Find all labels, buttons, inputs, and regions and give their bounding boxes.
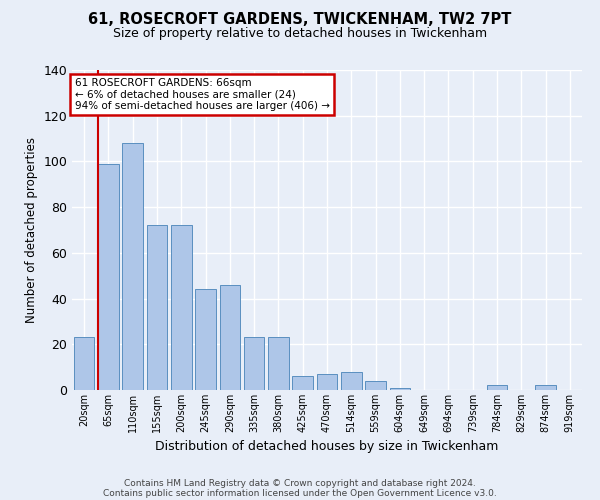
Bar <box>292 376 313 390</box>
Bar <box>365 381 386 390</box>
Text: Contains HM Land Registry data © Crown copyright and database right 2024.: Contains HM Land Registry data © Crown c… <box>124 478 476 488</box>
Text: Size of property relative to detached houses in Twickenham: Size of property relative to detached ho… <box>113 28 487 40</box>
X-axis label: Distribution of detached houses by size in Twickenham: Distribution of detached houses by size … <box>155 440 499 454</box>
Bar <box>74 338 94 390</box>
Bar <box>195 290 216 390</box>
Bar <box>146 226 167 390</box>
Y-axis label: Number of detached properties: Number of detached properties <box>25 137 38 323</box>
Bar <box>122 143 143 390</box>
Text: 61, ROSECROFT GARDENS, TWICKENHAM, TW2 7PT: 61, ROSECROFT GARDENS, TWICKENHAM, TW2 7… <box>88 12 512 28</box>
Text: 61 ROSECROFT GARDENS: 66sqm
← 6% of detached houses are smaller (24)
94% of semi: 61 ROSECROFT GARDENS: 66sqm ← 6% of deta… <box>74 78 329 111</box>
Bar <box>268 338 289 390</box>
Bar <box>244 338 265 390</box>
Bar <box>220 285 240 390</box>
Bar <box>171 226 191 390</box>
Bar <box>98 164 119 390</box>
Bar <box>341 372 362 390</box>
Bar <box>487 386 508 390</box>
Bar <box>389 388 410 390</box>
Bar <box>317 374 337 390</box>
Bar <box>535 386 556 390</box>
Text: Contains public sector information licensed under the Open Government Licence v3: Contains public sector information licen… <box>103 488 497 498</box>
